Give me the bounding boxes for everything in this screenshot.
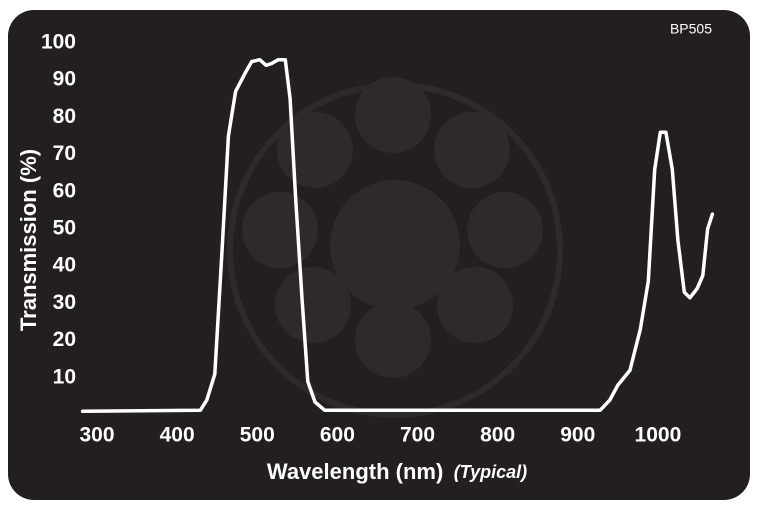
filter-label: BP505 bbox=[670, 21, 712, 37]
transmission-curve bbox=[80, 57, 715, 414]
x-tick-label: 700 bbox=[400, 424, 435, 447]
y-tick-label: 10 bbox=[53, 365, 76, 388]
x-tick-label: 500 bbox=[240, 424, 275, 447]
y-tick-label: 80 bbox=[53, 105, 76, 128]
x-tick-label: 800 bbox=[480, 424, 515, 447]
x-tick-label: 300 bbox=[80, 424, 115, 447]
x-axis-title: Wavelength (nm) (Typical) bbox=[267, 459, 527, 484]
y-tick-label: 90 bbox=[53, 68, 76, 91]
x-tick-label: 400 bbox=[160, 424, 195, 447]
y-tick-label: 100 bbox=[41, 31, 76, 54]
y-tick-label: 70 bbox=[53, 142, 76, 165]
x-axis-title-note: (Typical) bbox=[454, 462, 527, 482]
x-tick-label: 1000 bbox=[635, 424, 682, 447]
x-tick-label: 900 bbox=[560, 424, 595, 447]
y-tick-label: 50 bbox=[53, 217, 76, 240]
y-tick-label: 40 bbox=[53, 254, 76, 277]
y-tick-label: 30 bbox=[53, 291, 76, 314]
y-tick-label: 20 bbox=[53, 328, 76, 351]
x-tick-label: 600 bbox=[320, 424, 355, 447]
y-axis-title: Transmission (%) bbox=[16, 149, 41, 331]
x-axis-title-main: Wavelength (nm) bbox=[267, 459, 443, 484]
y-tick-label: 60 bbox=[53, 179, 76, 202]
